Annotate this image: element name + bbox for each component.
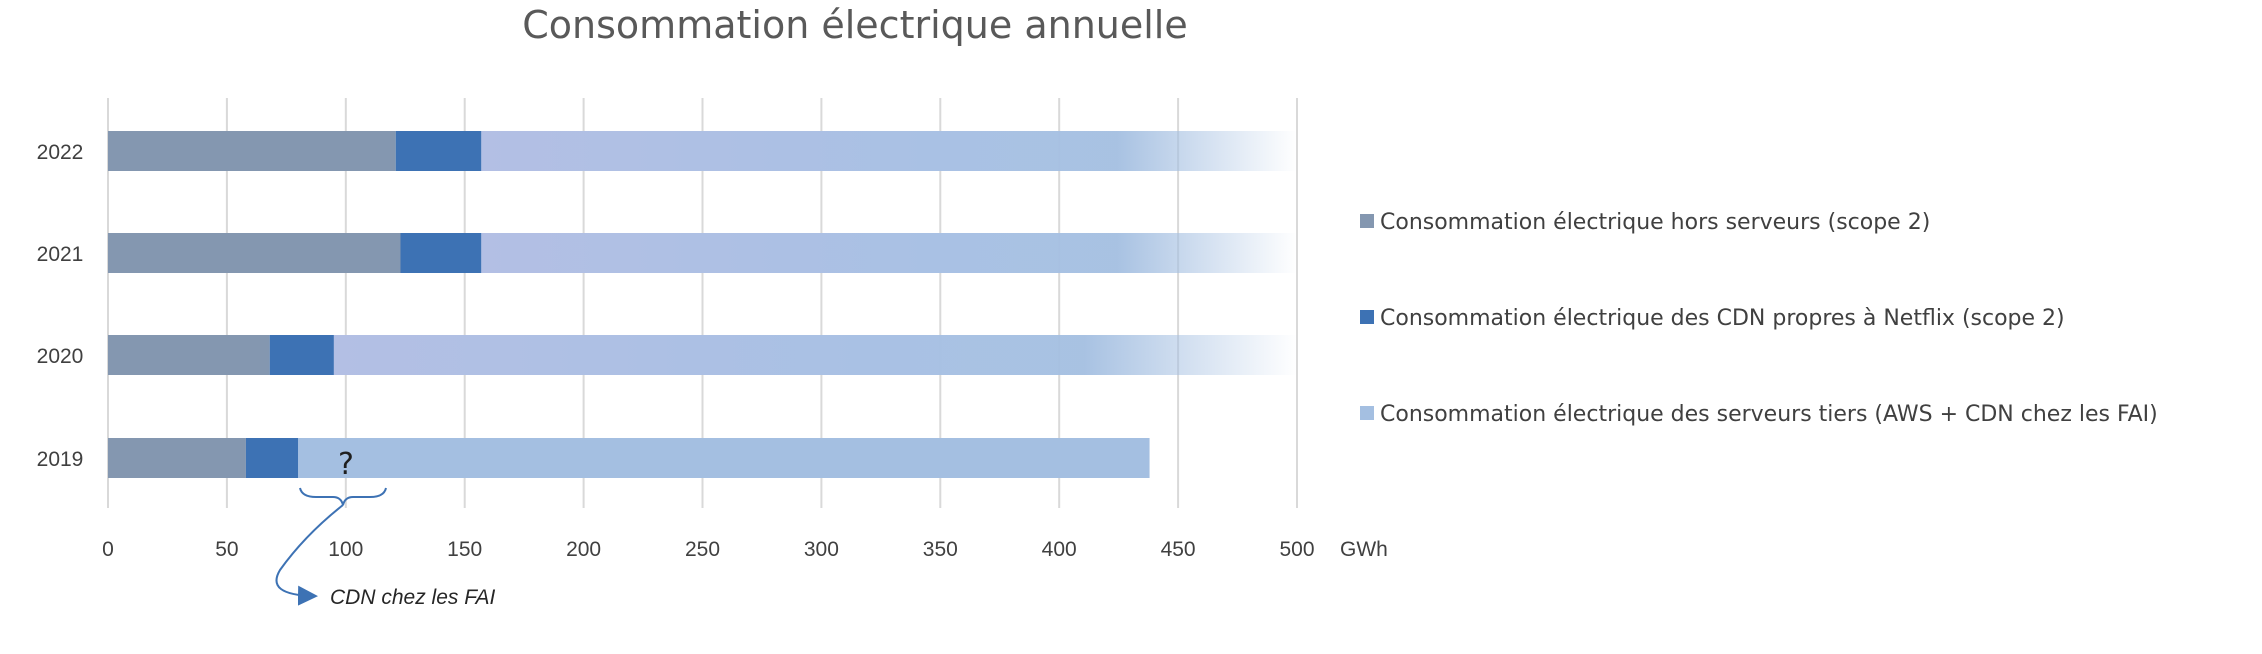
legend-swatch-1	[1360, 214, 1374, 228]
x-tick-label-350: 350	[923, 538, 958, 561]
question-mark-annotation: ?	[338, 447, 354, 482]
bar-2020-series-1	[108, 335, 270, 375]
bar-2021-series-1	[108, 233, 401, 273]
y-tick-label-2022: 2022	[37, 141, 84, 164]
legend-label-1: Consommation électrique hors serveurs (s…	[1380, 210, 1930, 235]
x-axis-unit-label: GWh	[1340, 538, 1388, 561]
bar-2019-series-1	[108, 438, 246, 478]
bar-2021-series-2	[400, 233, 482, 273]
x-tick-label-150: 150	[447, 538, 482, 561]
x-axis-ticks: 0 50 100 150 200 250 300 350 400 450 500	[102, 538, 1314, 561]
legend-label-3: Consommation électrique des serveurs tie…	[1380, 402, 2158, 427]
x-tick-label-100: 100	[328, 538, 363, 561]
bar-2022-series-2	[395, 131, 482, 171]
legend-label-2: Consommation électrique des CDN propres …	[1380, 306, 2065, 331]
y-axis-ticks: 2022 2021 2020 2019	[37, 141, 84, 471]
x-tick-label-300: 300	[804, 538, 839, 561]
chart-title: Consommation électrique annuelle	[522, 3, 1187, 47]
y-tick-label-2020: 2020	[37, 345, 84, 368]
bar-2022-series-3	[481, 131, 1297, 171]
y-tick-label-2021: 2021	[37, 243, 84, 266]
x-tick-label-500: 500	[1279, 538, 1314, 561]
bar-2019-series-3	[298, 438, 1150, 478]
x-tick-label-0: 0	[102, 538, 114, 561]
bar-2020-series-2	[269, 335, 334, 375]
legend-swatch-2	[1360, 310, 1374, 324]
x-tick-label-250: 250	[685, 538, 720, 561]
y-tick-label-2019: 2019	[37, 448, 84, 471]
x-tick-label-450: 450	[1161, 538, 1196, 561]
legend: Consommation électrique hors serveurs (s…	[1360, 210, 2158, 427]
x-tick-label-200: 200	[566, 538, 601, 561]
bar-2020-series-3	[333, 335, 1297, 375]
annotation-arrow	[275, 504, 344, 606]
legend-swatch-3	[1360, 406, 1374, 420]
brace-annotation-label: CDN chez les FAI	[330, 586, 495, 609]
bar-2021-series-3	[481, 233, 1297, 273]
bar-2019-series-2	[245, 438, 299, 478]
x-tick-label-400: 400	[1042, 538, 1077, 561]
brace-annotation	[299, 487, 387, 506]
bar-2022-series-1	[108, 131, 396, 171]
x-tick-label-50: 50	[215, 538, 238, 561]
bars	[108, 131, 1297, 478]
